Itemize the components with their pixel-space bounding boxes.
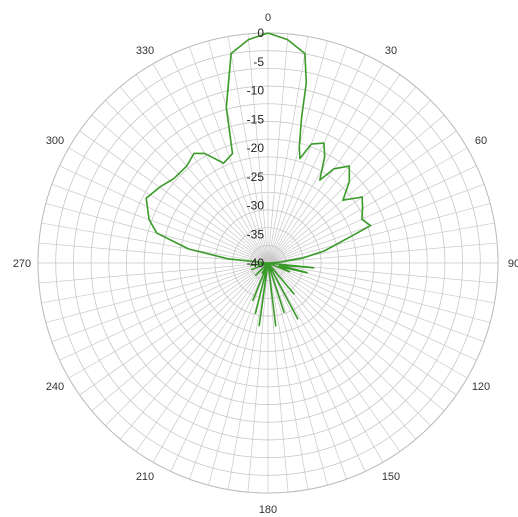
angle-tick-label: 210 xyxy=(136,471,154,483)
spoke-line xyxy=(68,262,269,379)
angle-labels: 0 30 60 90 120 150 180 210 240 270 300 330 xyxy=(13,12,518,516)
radial-labels: 0 -5 -10 -15 -20 -25 -30 -35 -40 xyxy=(247,26,265,270)
spoke-line xyxy=(68,147,269,264)
spoke-line xyxy=(51,262,269,342)
spoke-line xyxy=(267,262,485,342)
spoke-line xyxy=(267,184,485,264)
angle-tick-label: 270 xyxy=(13,258,31,270)
grid-ring xyxy=(179,174,357,352)
spoke-line xyxy=(105,262,269,426)
spoke-line xyxy=(267,262,384,463)
angle-tick-label: 330 xyxy=(136,45,154,57)
spoke-line xyxy=(267,33,289,264)
spoke-line xyxy=(135,262,269,452)
spoke-line xyxy=(59,165,269,264)
spoke-line xyxy=(189,46,269,264)
spoke-line xyxy=(267,262,289,493)
spoke-line xyxy=(267,262,477,361)
grid-ring xyxy=(55,50,481,476)
spoke-line xyxy=(119,86,269,264)
spoke-line xyxy=(267,262,431,426)
angle-tick-label: 180 xyxy=(259,504,277,516)
spoke-line xyxy=(208,40,269,264)
grid-ring xyxy=(108,103,428,423)
radial-tick-label: -15 xyxy=(247,112,265,126)
grid-ring xyxy=(161,156,375,370)
angle-tick-label: 300 xyxy=(46,135,64,147)
spoke-line xyxy=(170,54,269,264)
grid-ring xyxy=(72,67,464,459)
series-line xyxy=(145,32,372,327)
spoke-line xyxy=(267,147,468,264)
spoke-line xyxy=(247,262,269,493)
spoke-line xyxy=(267,262,309,490)
radial-tick-label: -35 xyxy=(247,227,265,241)
radial-tick-label: -25 xyxy=(247,170,265,184)
spoke-line xyxy=(79,262,269,396)
spoke-line xyxy=(41,222,269,264)
spoke-line xyxy=(267,262,445,412)
spoke-line xyxy=(227,262,269,490)
spoke-line xyxy=(119,262,269,440)
angle-tick-label: 0 xyxy=(265,12,271,24)
spoke-line xyxy=(59,262,269,361)
spoke-line xyxy=(267,262,495,304)
angle-tick-label: 30 xyxy=(385,45,397,57)
spoke-line xyxy=(267,262,457,396)
spoke-line xyxy=(227,36,269,264)
spoke-line xyxy=(267,46,347,264)
spoke-line xyxy=(45,262,269,323)
spoke-line xyxy=(267,54,366,264)
spoke-line xyxy=(247,33,269,264)
grid-ring xyxy=(249,244,287,282)
grid-ring xyxy=(143,138,393,388)
grid-ring xyxy=(196,191,340,335)
angle-tick-label: 240 xyxy=(46,381,64,393)
spoke-line xyxy=(267,63,384,264)
spoke-line xyxy=(267,262,328,486)
angle-tick-label: 60 xyxy=(475,135,487,147)
spoke-line xyxy=(267,40,328,264)
spoke-line xyxy=(91,114,269,264)
radial-tick-label: 0 xyxy=(257,26,264,40)
angle-tick-label: 90 xyxy=(508,258,518,270)
spoke-line xyxy=(267,86,417,264)
spoke-line xyxy=(170,262,269,472)
spoke-line xyxy=(38,262,269,284)
spoke-line xyxy=(267,262,401,452)
radial-tick-label: -40 xyxy=(247,256,265,270)
grid-ring xyxy=(214,209,322,317)
angle-tick-label: 150 xyxy=(382,471,400,483)
radial-tick-label: -20 xyxy=(247,141,265,155)
spoke-line xyxy=(79,130,269,264)
spoke-line xyxy=(105,100,269,264)
spoke-line xyxy=(267,262,347,480)
grid-ring xyxy=(232,227,304,299)
radial-tick-label: -5 xyxy=(253,55,264,69)
spoke-line xyxy=(267,242,498,264)
spoke-line xyxy=(152,262,269,463)
radial-tick-label: -30 xyxy=(247,199,265,213)
radial-tick-label: -10 xyxy=(247,84,265,98)
spoke-line xyxy=(267,36,309,264)
spoke-line xyxy=(135,74,269,264)
polar-grid xyxy=(37,32,499,494)
spoke-line xyxy=(91,262,269,412)
spoke-line xyxy=(41,262,269,304)
spoke-line xyxy=(267,114,445,264)
spoke-line xyxy=(267,165,477,264)
spoke-line xyxy=(267,203,491,264)
spoke-line xyxy=(51,184,269,264)
angle-tick-label: 120 xyxy=(472,381,490,393)
spoke-line xyxy=(267,262,366,472)
grid-ring xyxy=(126,121,410,405)
series-layer xyxy=(145,32,372,327)
spoke-line xyxy=(152,63,269,264)
spoke-line xyxy=(189,262,269,480)
spoke-line xyxy=(267,262,468,379)
grid-ring xyxy=(90,85,446,441)
